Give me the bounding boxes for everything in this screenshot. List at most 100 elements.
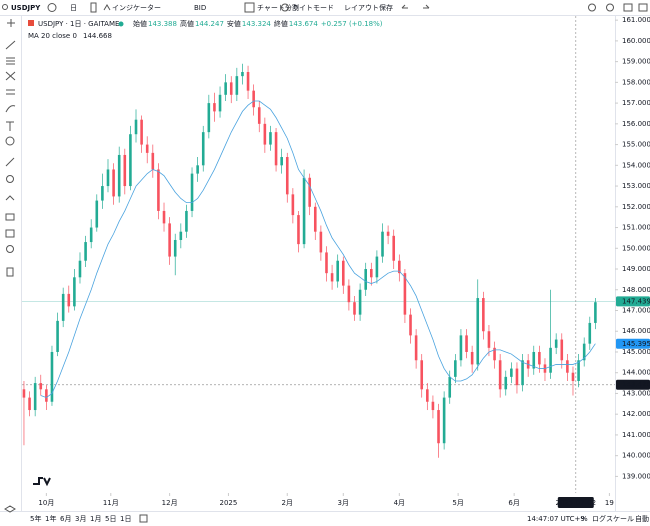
candle-body [67, 293, 71, 307]
candle-body [106, 169, 110, 187]
candle-body [375, 256, 379, 278]
candle-body [498, 360, 502, 390]
y-tick-label: 154.000 [622, 161, 650, 169]
trendline-tool[interactable] [5, 40, 16, 50]
candle-body [213, 103, 216, 112]
ma-legend-value: 144.668 [83, 32, 112, 40]
candle-body [454, 360, 457, 377]
fullscreen-icon[interactable] [623, 3, 633, 12]
candle-body [157, 169, 160, 211]
y-tick-label: 151.000 [622, 224, 650, 232]
range-button[interactable]: 1日 [120, 515, 131, 523]
layers-icon[interactable] [4, 505, 16, 513]
candle-body [560, 339, 564, 361]
indicators[interactable]: インジケーター [112, 3, 161, 12]
range-button[interactable]: 5日 [105, 515, 116, 523]
text-tool[interactable] [6, 121, 14, 131]
candle-body [145, 144, 149, 153]
candle-body [207, 103, 211, 133]
candle-body [269, 132, 272, 145]
candle-body [431, 401, 435, 411]
brush-tool[interactable] [5, 105, 16, 113]
candle-body [151, 152, 155, 170]
candle-body [173, 239, 177, 257]
candle-body [246, 71, 250, 91]
projection-tool[interactable] [6, 89, 15, 95]
y-tick-label: 144.000 [622, 369, 650, 377]
range-button[interactable]: 6月 [60, 515, 71, 523]
candle-body [185, 210, 188, 232]
crosshair-tool[interactable] [7, 19, 15, 27]
candle-body [392, 235, 396, 261]
zoom-tool[interactable] [6, 175, 14, 183]
symbol[interactable]: USDJPY [11, 4, 41, 12]
candle-body [84, 242, 87, 261]
candle-body [319, 231, 323, 253]
split-icon [244, 2, 255, 13]
candle-body [285, 157, 289, 195]
range-button[interactable]: 3月 [75, 515, 86, 523]
pattern-tool[interactable] [5, 71, 16, 81]
ma-legend-name: MA 20 close 0 [28, 32, 77, 40]
candle-body [168, 223, 171, 257]
candle-body [112, 169, 115, 197]
range-button[interactable]: 1年 [45, 514, 56, 523]
candle-body [45, 389, 48, 402]
candle-body [257, 107, 261, 124]
candle-body [50, 351, 54, 402]
indicator-icon [103, 4, 111, 11]
measure-tool[interactable] [5, 157, 15, 167]
candle-body [420, 360, 424, 390]
y-tick-label: 161.000 [622, 16, 650, 24]
fib-tool[interactable] [6, 57, 15, 65]
candle-body [521, 360, 524, 386]
split[interactable]: チャート分割 [257, 3, 299, 12]
candle-body [594, 302, 597, 323]
search-icon[interactable] [2, 4, 8, 10]
alert-icon[interactable] [588, 3, 596, 12]
candle-body [28, 397, 31, 411]
candle-body [364, 269, 367, 290]
log-toggle[interactable]: ログスケール [592, 514, 634, 523]
candle-body [274, 132, 278, 166]
theme[interactable]: ライトモード [292, 4, 334, 12]
candle-body [571, 372, 575, 382]
lock-tool[interactable] [5, 213, 15, 221]
percent-toggle[interactable]: % [581, 515, 588, 523]
candle-body [341, 260, 345, 286]
settings-icon[interactable] [606, 3, 614, 12]
delete-tool[interactable] [6, 267, 14, 277]
candle-body [336, 260, 339, 282]
candle-body [190, 173, 194, 211]
y-tick-label: 152.000 [622, 203, 650, 211]
candle-body [22, 389, 26, 398]
magnet-tool[interactable] [5, 195, 15, 201]
candle-body [358, 289, 362, 315]
candle-body [325, 252, 328, 274]
candle-body [280, 157, 283, 166]
y-tick-label: 160.000 [622, 37, 650, 45]
x-tick-label: 10月 [38, 499, 54, 507]
bid[interactable]: BID [194, 4, 206, 12]
candle-body [201, 132, 205, 166]
redo[interactable] [423, 4, 430, 9]
visibility-tool[interactable] [6, 245, 14, 253]
candle-body [370, 269, 373, 278]
lock-all-tool[interactable] [5, 229, 15, 238]
candle-body [241, 71, 244, 77]
clock: 14:47:07 UTC+9 [527, 515, 585, 523]
calendar-icon[interactable] [139, 514, 148, 523]
range-button[interactable]: 5年 [30, 514, 41, 523]
range-button[interactable]: 1月 [90, 515, 101, 523]
candle-body [308, 177, 311, 207]
save-layout[interactable]: レイアウト保存 [344, 3, 393, 12]
snapshot-icon[interactable] [638, 3, 648, 12]
candle-body [437, 410, 440, 444]
chart-type-icon[interactable] [90, 2, 97, 13]
emoji-tool[interactable] [5, 136, 15, 146]
interval[interactable]: 日 [70, 4, 77, 12]
undo[interactable] [401, 4, 408, 9]
add-symbol[interactable] [47, 3, 57, 12]
auto-toggle[interactable]: 自動 [635, 514, 649, 523]
